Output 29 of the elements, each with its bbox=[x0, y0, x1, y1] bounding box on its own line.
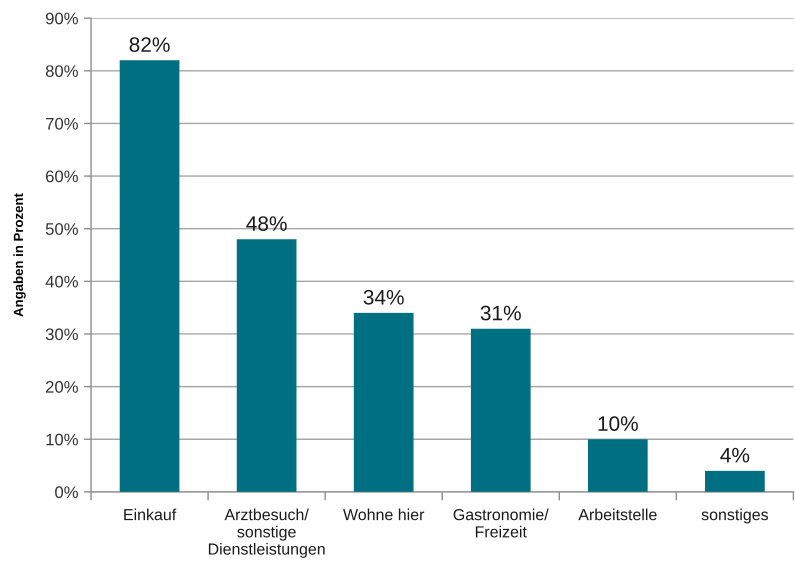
data-label: 48% bbox=[246, 216, 287, 231]
x-tick-label: Gastronomie/ Freizeit bbox=[454, 508, 549, 538]
data-label: 34% bbox=[364, 290, 404, 305]
bar bbox=[588, 439, 648, 492]
y-tick-label: 90% bbox=[46, 12, 78, 24]
data-label: 10% bbox=[598, 416, 638, 431]
y-axis-title: Angaben in Prozent bbox=[13, 193, 26, 317]
y-tick-label: 80% bbox=[46, 65, 78, 78]
y-tick-label: 30% bbox=[46, 328, 78, 340]
y-tick-label: 50% bbox=[46, 223, 78, 235]
x-tick-label: Arbeitstelle bbox=[578, 508, 657, 520]
x-tick-label: Arztbesuch/ sonstige Dienstleistungen bbox=[208, 508, 325, 558]
x-tick-label: Einkauf bbox=[124, 508, 176, 520]
data-label: 82% bbox=[130, 37, 170, 52]
bar bbox=[470, 328, 531, 492]
y-tick-label: 60% bbox=[46, 170, 78, 182]
data-label: 4% bbox=[720, 448, 750, 462]
x-tick-label: Wohne hier bbox=[343, 508, 424, 520]
bar bbox=[354, 312, 414, 492]
y-tick-label: 70% bbox=[46, 118, 78, 130]
y-tick-label: 40% bbox=[46, 276, 78, 288]
bar bbox=[705, 470, 765, 492]
bar bbox=[236, 239, 296, 492]
y-tick-label: 0% bbox=[55, 486, 78, 498]
y-tick-label: 10% bbox=[46, 434, 78, 446]
x-tick-label: sonstiges bbox=[702, 508, 768, 524]
data-label: 31% bbox=[480, 306, 521, 320]
y-tick-label: 20% bbox=[46, 381, 78, 393]
bar bbox=[120, 60, 180, 492]
